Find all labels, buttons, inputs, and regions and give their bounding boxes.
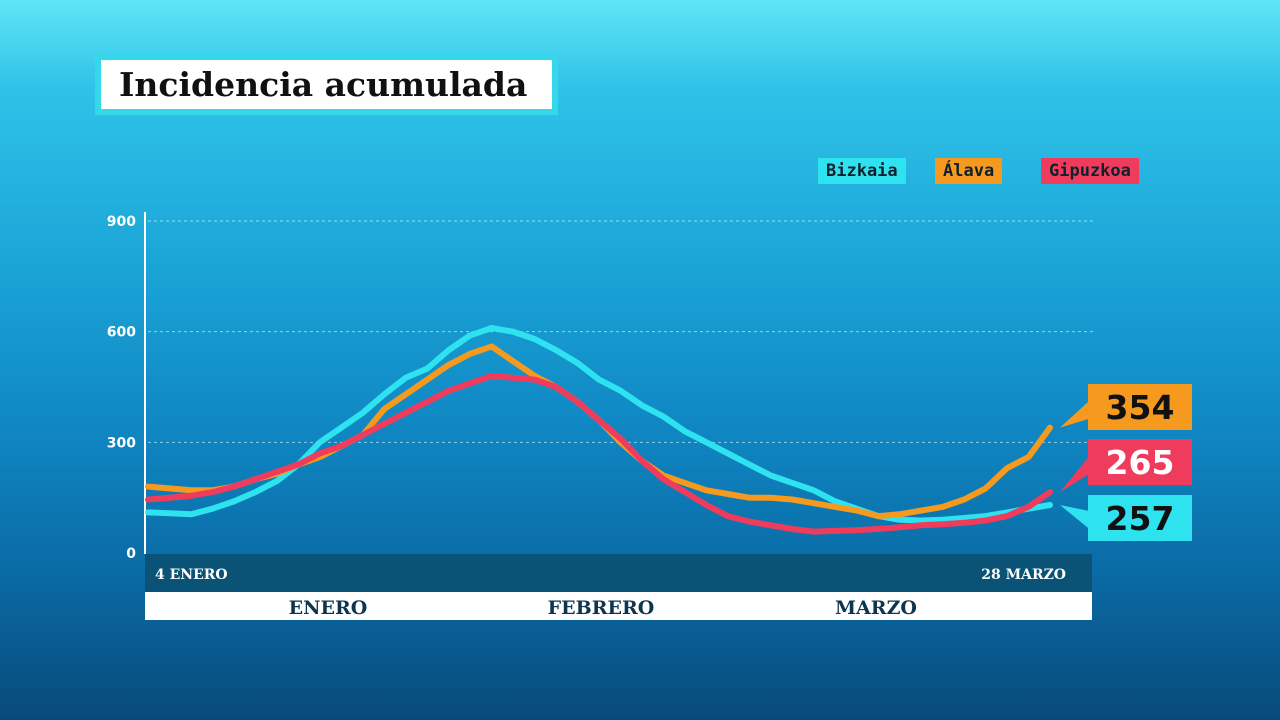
series-line-gipuzkoa xyxy=(145,372,1053,535)
y-tick-label: 600 xyxy=(107,325,136,341)
end-value-label: 354 xyxy=(1106,388,1175,427)
end-callout-alava: 354 xyxy=(1060,384,1192,430)
y-tick-label: 900 xyxy=(107,214,136,230)
end-callout-bizkaia: 257 xyxy=(1060,495,1192,541)
title-box: Incidencia acumulada xyxy=(95,54,558,115)
y-tick-label: 300 xyxy=(107,435,136,451)
end-callout-gipuzkoa: 265 xyxy=(1060,439,1192,493)
month-label-enero: ENERO xyxy=(289,597,368,619)
legend-bizkaia: Bizkaia xyxy=(818,158,906,184)
end-value-label: 257 xyxy=(1106,499,1175,538)
series-line-alava xyxy=(145,343,1053,520)
month-label-marzo: MARZO xyxy=(835,597,917,619)
legend-alava: Álava xyxy=(935,158,1003,184)
legend-gipuzkoa: Gipuzkoa xyxy=(1041,158,1139,184)
end-value-label: 265 xyxy=(1106,443,1175,482)
month-bar xyxy=(145,592,1092,620)
month-label-febrero: FEBRERO xyxy=(548,597,655,619)
x-start-label: 4 ENERO xyxy=(155,567,228,583)
chart-title: Incidencia acumulada xyxy=(101,60,552,109)
x-end-label: 28 MARZO xyxy=(981,567,1066,583)
y-tick-label: 0 xyxy=(126,546,136,562)
date-band xyxy=(145,554,1092,592)
